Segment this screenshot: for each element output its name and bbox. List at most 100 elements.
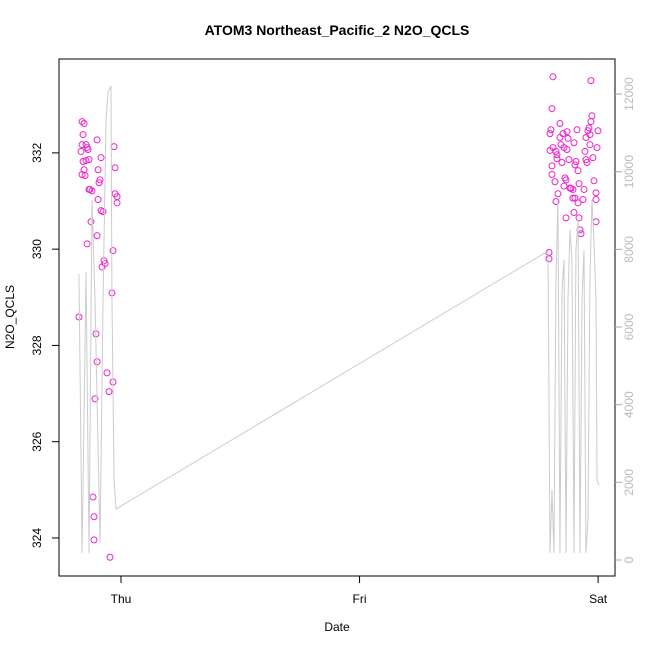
data-point	[553, 151, 561, 159]
data-point	[93, 358, 101, 366]
data-point	[94, 166, 102, 174]
data-point	[98, 263, 106, 271]
data-point	[563, 128, 571, 136]
data-point	[95, 179, 103, 187]
data-point	[548, 105, 556, 113]
data-point	[581, 147, 589, 155]
data-point	[105, 388, 113, 396]
data-point	[545, 255, 553, 263]
data-point	[546, 130, 554, 138]
data-point	[80, 120, 88, 128]
data-point	[579, 196, 587, 204]
data-point	[556, 120, 564, 128]
data-point	[553, 155, 561, 163]
data-point	[587, 77, 595, 85]
y2-tick-label: 12000	[622, 77, 636, 111]
data-point	[559, 130, 567, 138]
data-point	[571, 161, 579, 169]
data-point	[552, 197, 560, 205]
data-point	[110, 143, 118, 151]
data-point	[87, 218, 95, 226]
data-point	[574, 199, 582, 207]
data-point	[77, 147, 85, 155]
chart-title: ATOM3 Northeast_Pacific_2 N2O_QCLS	[205, 22, 470, 38]
data-point	[564, 134, 572, 142]
data-point	[81, 171, 89, 179]
data-point	[571, 194, 579, 202]
data-point	[592, 196, 600, 204]
y2-tick-label: 10000	[622, 155, 636, 189]
y-axis-label: N2O_QCLS	[3, 285, 17, 349]
y-tick-label: 328	[30, 335, 44, 355]
data-point	[575, 214, 583, 222]
data-point	[572, 158, 580, 166]
data-point	[93, 136, 101, 144]
y-tick-label: 332	[30, 143, 44, 163]
data-point	[577, 230, 585, 238]
y-tick-label: 324	[30, 528, 44, 548]
data-point	[549, 73, 557, 81]
altitude-line	[78, 85, 600, 554]
data-point	[585, 124, 593, 132]
data-point	[592, 189, 600, 197]
data-point	[584, 127, 592, 135]
data-point	[548, 171, 556, 179]
data-point	[85, 156, 93, 164]
data-point	[562, 214, 570, 222]
data-point	[563, 145, 571, 153]
data-point	[570, 209, 578, 217]
data-point	[83, 144, 91, 152]
data-point	[574, 167, 582, 175]
data-point	[89, 493, 97, 501]
data-point	[109, 247, 117, 255]
data-point	[79, 131, 87, 139]
data-point	[113, 199, 121, 207]
data-point	[593, 144, 601, 152]
data-point	[562, 176, 570, 184]
data-point	[558, 158, 566, 166]
data-point	[592, 218, 600, 226]
data-point	[554, 190, 562, 198]
y-tick-label: 326	[30, 431, 44, 451]
data-point	[94, 196, 102, 204]
y2-tick-label: 0	[622, 556, 636, 563]
data-point	[79, 158, 87, 166]
data-point	[575, 180, 583, 188]
data-point	[590, 177, 598, 185]
data-point	[569, 185, 577, 193]
x-tick-label: Fri	[353, 592, 367, 606]
data-point	[583, 158, 591, 166]
data-point	[565, 156, 573, 164]
x-tick-label: Thu	[111, 592, 132, 606]
data-point	[580, 185, 588, 193]
data-point	[548, 162, 556, 170]
data-point	[589, 154, 597, 162]
x-axis-label: Date	[324, 620, 350, 634]
data-point	[545, 249, 553, 257]
x-tick-label: Sat	[589, 592, 608, 606]
plot-frame	[58, 58, 616, 577]
data-point	[573, 126, 581, 134]
data-point	[83, 240, 91, 248]
data-point	[594, 127, 602, 135]
data-point	[96, 176, 104, 184]
y2-tick-label: 4000	[622, 391, 636, 418]
data-point	[106, 553, 114, 561]
data-point	[103, 369, 111, 377]
data-point	[90, 513, 98, 521]
data-point	[586, 131, 594, 139]
data-point	[570, 139, 578, 147]
data-point	[556, 133, 564, 141]
data-point	[588, 112, 596, 120]
y2-tick-label: 8000	[622, 236, 636, 263]
data-point	[97, 154, 105, 162]
data-point	[551, 178, 559, 186]
y-tick-label: 330	[30, 239, 44, 259]
data-point	[82, 157, 90, 165]
y2-tick-label: 6000	[622, 313, 636, 340]
data-point	[552, 147, 560, 155]
data-point	[78, 171, 86, 179]
data-point	[111, 164, 119, 172]
